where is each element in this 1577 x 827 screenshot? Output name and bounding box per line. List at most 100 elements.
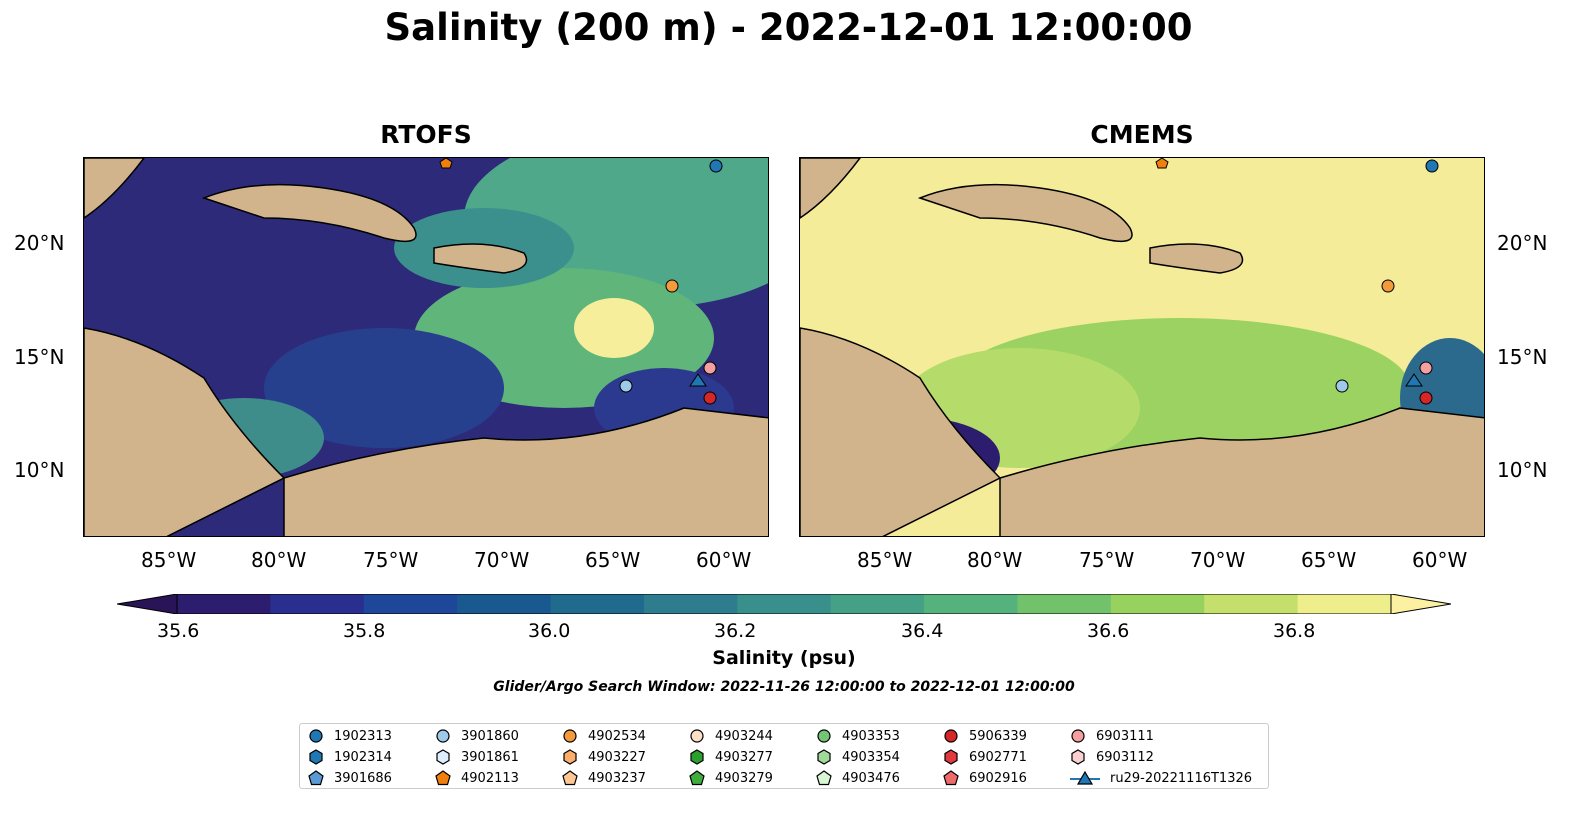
colorbar-tick-label: 35.6 — [157, 620, 200, 642]
colorbar-tick-label: 36.8 — [1273, 620, 1316, 642]
legend-label: 4903237 — [588, 770, 646, 786]
circle-marker-icon — [309, 729, 323, 743]
hexagon-marker-icon — [690, 749, 704, 765]
legend-label: 4903353 — [842, 728, 900, 744]
rtofs-map — [83, 157, 769, 537]
legend-label: 4903244 — [715, 728, 773, 744]
circle-marker-icon — [817, 729, 831, 743]
colorbar-segment — [363, 594, 458, 614]
cmems-map — [799, 157, 1485, 537]
colorbar-segment — [737, 594, 832, 614]
hexagon-marker-icon — [563, 749, 577, 765]
legend: 1902313 1902314 3901686 3901860 3901861 49021… — [299, 723, 1269, 789]
florida-land — [84, 158, 145, 219]
circle-marker-icon — [563, 729, 577, 743]
search-window-note: Glider/Argo Search Window: 2022-11-26 12… — [493, 679, 1075, 695]
pentagon-marker-icon — [816, 770, 832, 786]
x-tick-label: 85°W — [141, 548, 197, 572]
y-tick-label: 10°N — [14, 458, 65, 482]
colorbar-label: Salinity (psu) — [712, 647, 856, 669]
legend-label: 4903279 — [715, 770, 773, 786]
x-tick-label: 60°W — [1412, 548, 1468, 572]
x-tick-label: 75°W — [1079, 548, 1135, 572]
legend-label: 4903227 — [588, 749, 646, 765]
float-marker — [1381, 279, 1395, 293]
circle-marker-icon — [1071, 729, 1085, 743]
legend-label: 3901860 — [461, 728, 519, 744]
colorbar-tick-label: 36.2 — [714, 620, 757, 642]
figure-title: Salinity (200 m) - 2022-12-01 12:00:00 — [384, 6, 1193, 49]
colorbar-tick-label: 36.0 — [528, 620, 571, 642]
legend-item: 4903476 — [816, 770, 900, 786]
colorbar-segment — [1204, 594, 1299, 614]
legend-item: 4903279 — [689, 770, 773, 786]
legend-item: 4903244 — [689, 728, 773, 744]
pentagon-marker-icon — [308, 770, 324, 786]
rtofs-salinity-field — [264, 328, 504, 448]
hispaniola-land — [433, 243, 528, 274]
legend-label: 5906339 — [969, 728, 1027, 744]
colorbar-segment — [550, 594, 645, 614]
pentagon-marker-icon — [689, 770, 705, 786]
x-tick-label: 80°W — [967, 548, 1023, 572]
cuba-land — [917, 183, 1133, 243]
legend-item: 3901861 — [435, 749, 519, 765]
colorbar-segment — [924, 594, 1018, 614]
legend-item: 6902916 — [943, 770, 1027, 786]
circle-marker-icon — [436, 729, 450, 743]
florida-land — [800, 158, 861, 219]
colorbar-segment — [643, 594, 738, 614]
legend-item: 6902771 — [943, 749, 1027, 765]
south-america-land — [999, 407, 1484, 536]
legend-item: 3901860 — [435, 728, 519, 744]
legend-label: 4903277 — [715, 749, 773, 765]
float-marker — [703, 361, 717, 375]
legend-label: 6902916 — [969, 770, 1027, 786]
pentagon-marker-icon — [943, 770, 959, 786]
colorbar-tick-label: 36.6 — [1087, 620, 1130, 642]
circle-marker-icon — [690, 729, 704, 743]
x-tick-label: 85°W — [857, 548, 913, 572]
y-tick-label: 20°N — [14, 231, 65, 255]
glider-marker — [689, 373, 707, 387]
legend-item: 5906339 — [943, 728, 1027, 744]
float-marker — [619, 379, 633, 393]
legend-label: 3901861 — [461, 749, 519, 765]
colorbar-segment — [1017, 594, 1112, 614]
x-tick-label: 75°W — [363, 548, 419, 572]
legend-item: 4902534 — [562, 728, 646, 744]
colorbar-tick-label: 36.4 — [901, 620, 944, 642]
float-marker — [1419, 361, 1433, 375]
colorbar-segment — [830, 594, 925, 614]
colorbar-border — [176, 594, 1392, 614]
float-marker — [1419, 391, 1433, 405]
colorbar-segment — [1297, 594, 1392, 614]
y-tick-label: 15°N — [1497, 345, 1548, 369]
float-marker — [1335, 379, 1349, 393]
float-marker — [665, 279, 679, 293]
float-marker — [709, 159, 723, 173]
south-america-land — [283, 407, 768, 536]
rtofs-salinity-field — [574, 298, 654, 358]
rtofs-map-canvas — [84, 158, 768, 536]
legend-label: 6902771 — [969, 749, 1027, 765]
legend-item: 4902113 — [435, 770, 519, 786]
x-tick-label: 65°W — [1301, 548, 1357, 572]
central-america-land — [84, 327, 286, 536]
x-tick-label: 60°W — [696, 548, 752, 572]
legend-item: 6903111 — [1070, 728, 1154, 744]
legend-label: ru29-20221116T1326 — [1110, 770, 1253, 786]
x-tick-label: 70°W — [474, 548, 530, 572]
colorbar-segment — [177, 594, 271, 614]
legend-item: 4903237 — [562, 770, 646, 786]
legend-item: 6903112 — [1070, 749, 1154, 765]
legend-item: 1902313 — [308, 728, 392, 744]
x-tick-label: 80°W — [251, 548, 307, 572]
legend-label: 1902313 — [334, 728, 392, 744]
legend-label: 4902113 — [461, 770, 519, 786]
legend-label: 3901686 — [334, 770, 392, 786]
x-tick-label: 65°W — [585, 548, 641, 572]
hexagon-marker-icon — [309, 749, 323, 765]
cmems-map-canvas — [800, 158, 1484, 536]
float-marker — [1425, 159, 1439, 173]
